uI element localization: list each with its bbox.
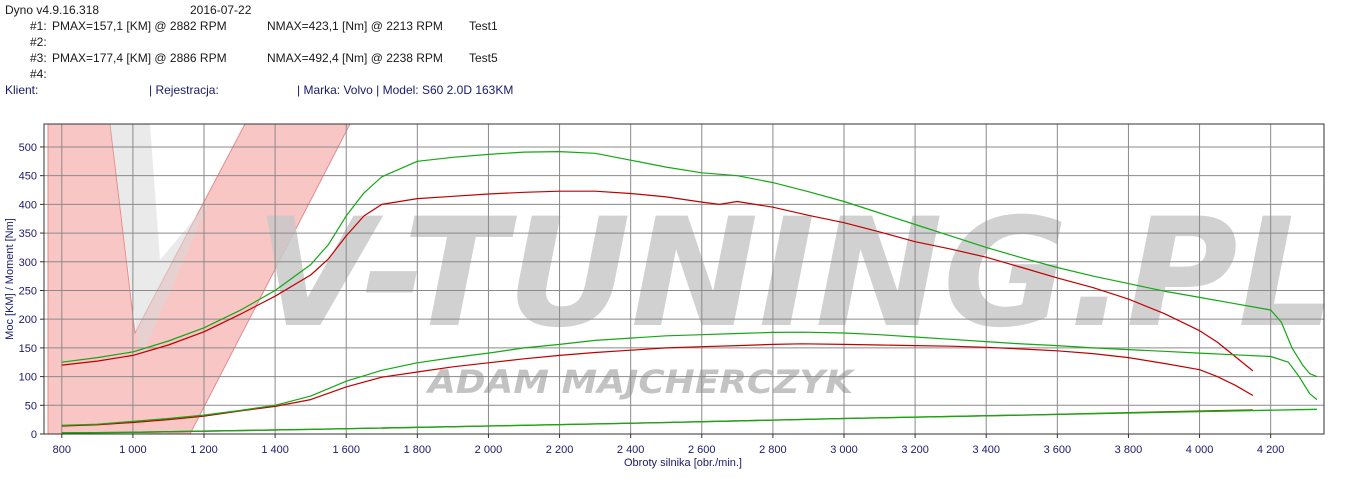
- x-tick-label: 1 400: [261, 444, 289, 456]
- x-tick-label: 3 800: [1115, 444, 1143, 456]
- y-tick-label: 400: [19, 199, 37, 211]
- x-tick-label: 4 000: [1186, 444, 1214, 456]
- run-1-id: #1:: [30, 19, 47, 33]
- run-3-nmax: NMAX=492,4 [Nm] @ 2238 RPM: [267, 51, 443, 65]
- y-tick-label: 300: [19, 257, 37, 269]
- y-tick-label: 100: [19, 372, 37, 384]
- y-tick-label: 50: [25, 400, 37, 412]
- registration-label: | Rejestracja:: [149, 83, 219, 97]
- run-2-id: #2:: [30, 35, 47, 49]
- x-tick-label: 3 000: [830, 444, 858, 456]
- x-tick-label: 2 200: [546, 444, 574, 456]
- x-tick-label: 3 200: [901, 444, 929, 456]
- plot-grid: [44, 124, 1324, 435]
- watermark-name: ADAM MAJCHERCZYK: [425, 363, 856, 401]
- series-line-run1-power: [61, 343, 1254, 427]
- x-tick-label: 2 000: [475, 444, 503, 456]
- y-tick-label: 500: [19, 142, 37, 154]
- run-3-pmax: PMAX=177,4 [KM] @ 2886 RPM: [52, 51, 227, 65]
- y-tick-label: 350: [19, 228, 37, 240]
- x-axis-title: Obroty silnika [obr./min.]: [624, 457, 742, 469]
- x-tick-label: 1 800: [404, 444, 432, 456]
- x-tick-label: 1 000: [119, 444, 147, 456]
- plot-frame: [43, 123, 1325, 435]
- run-3-name: Test5: [469, 51, 498, 65]
- x-tick-label: 2 400: [617, 444, 645, 456]
- run-4-id: #4:: [30, 67, 47, 81]
- client-name-redacted: [45, 88, 145, 98]
- x-tick-label: 800: [53, 444, 71, 456]
- x-tick-label: 3 600: [1044, 444, 1072, 456]
- test-date: 2016-07-22: [190, 3, 252, 17]
- y-axis-title: Moc [KM] / Moment [Nm]: [4, 218, 16, 340]
- run-1-pmax: PMAX=157,1 [KM] @ 2882 RPM: [52, 19, 227, 33]
- y-tick-label: 250: [19, 285, 37, 297]
- y-tick-label: 200: [19, 314, 37, 326]
- y-axis-ticks: 0 50 100 150 200 250 300 350 400 450 500: [19, 142, 44, 441]
- watermark-v-shadow: [110, 124, 210, 360]
- y-tick-label: 0: [31, 429, 37, 441]
- run-1-name: Test1: [469, 19, 498, 33]
- series-line-run1-torque: [61, 190, 1254, 372]
- plot-series: [61, 151, 1318, 434]
- client-label: Klient:: [5, 83, 39, 97]
- y-tick-label: 450: [19, 171, 37, 183]
- x-tick-label: 2 800: [759, 444, 787, 456]
- series-line-run3-torque: [61, 151, 1318, 378]
- x-tick-label: 1 200: [190, 444, 218, 456]
- app-version: Dyno v4.9.16.318: [5, 3, 100, 17]
- y-tick-label: 150: [19, 343, 37, 355]
- run-1-nmax: NMAX=423,1 [Nm] @ 2213 RPM: [267, 19, 443, 33]
- run-3-id: #3:: [30, 51, 47, 65]
- series-line-run3-loss: [61, 408, 1317, 434]
- series-line-run3-power: [61, 331, 1318, 426]
- x-axis-ticks: 800 1 000 1 200 1 400 1 600 1 800 2 000 2 200 2 …: [53, 434, 1285, 456]
- x-tick-label: 4 200: [1257, 444, 1285, 456]
- x-tick-label: 1 600: [332, 444, 360, 456]
- x-tick-label: 3 400: [972, 444, 1000, 456]
- vehicle-info: | Marka: Volvo | Model: S60 2.0D 163KM: [297, 83, 514, 97]
- x-tick-label: 2 600: [688, 444, 716, 456]
